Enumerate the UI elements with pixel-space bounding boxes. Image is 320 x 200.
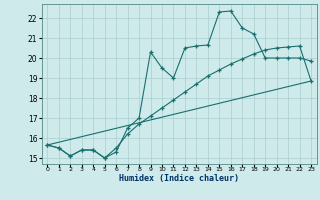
X-axis label: Humidex (Indice chaleur): Humidex (Indice chaleur) (119, 174, 239, 183)
